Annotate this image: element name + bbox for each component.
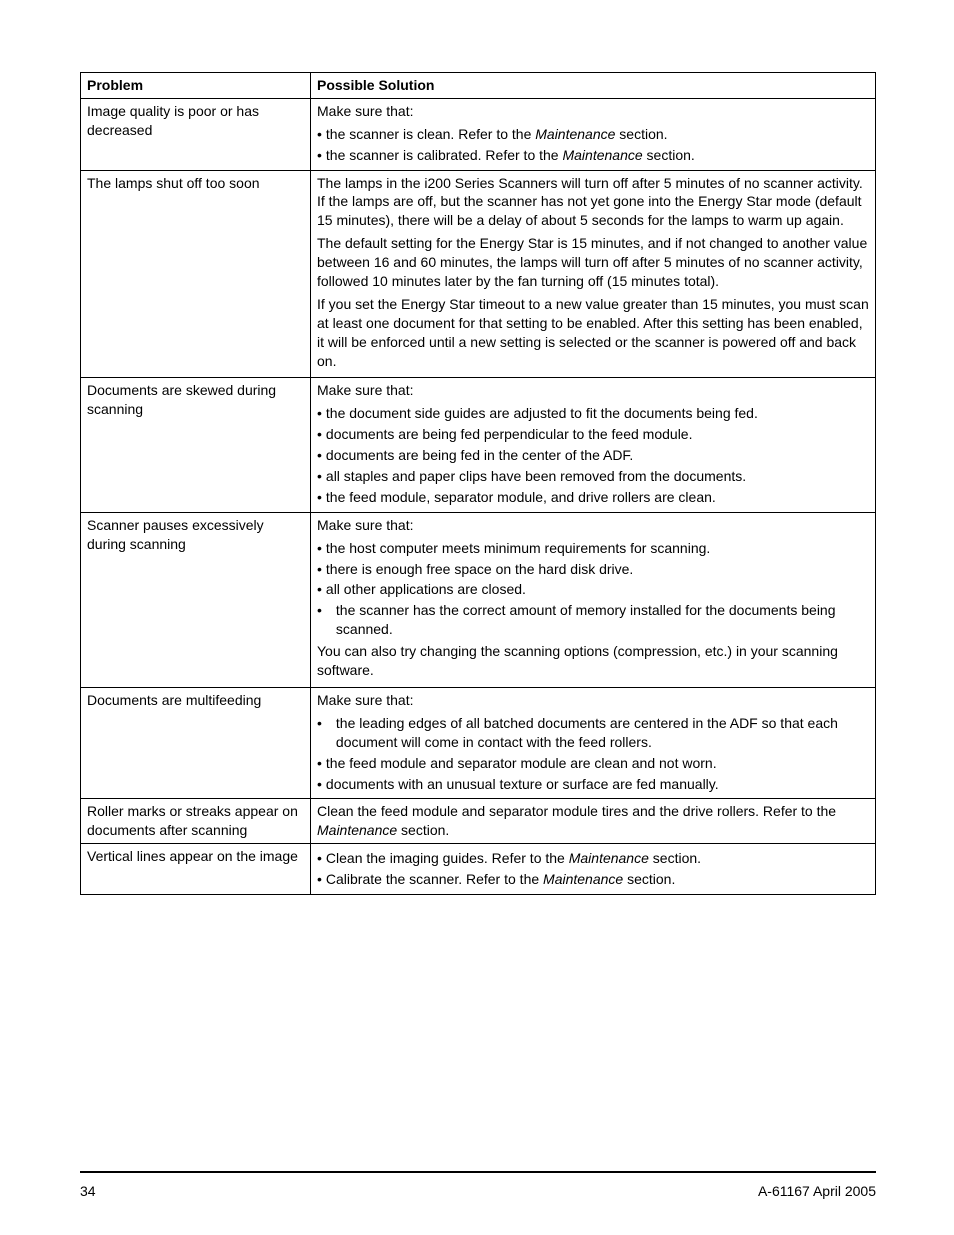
bullet-text: documents with an unusual texture or sur… <box>326 775 869 794</box>
table-row: Vertical lines appear on the image •Clean… <box>81 844 876 895</box>
solution-cell: Clean the feed module and separator modu… <box>311 799 876 844</box>
bullet-item: •documents with an unusual texture or su… <box>317 775 869 794</box>
troubleshooting-table: Problem Possible Solution Image quality … <box>80 72 876 895</box>
bullet-dot-icon: • <box>317 870 322 889</box>
table-row: Image quality is poor or has decreasedMa… <box>81 98 876 170</box>
bullet-text: the document side guides are adjusted to… <box>326 404 869 423</box>
problem-cell: The lamps shut off too soon <box>81 170 311 378</box>
problem-cell: Scanner pauses excessively during scanni… <box>81 512 311 687</box>
table-row: Documents are skewed during scanning Make… <box>81 378 876 512</box>
bullet-dot-icon: • <box>317 146 322 165</box>
bullet-dot-icon: • <box>317 404 322 423</box>
solution-cell: The lamps in the i200 Series Scanners wi… <box>311 170 876 378</box>
bullet-dot-icon: • <box>317 425 322 444</box>
emphasis: Maintenance <box>543 871 623 887</box>
bullet-dot-icon: • <box>317 539 322 558</box>
table-body: Image quality is poor or has decreasedMa… <box>81 98 876 894</box>
bullet-text: all staples and paper clips have been re… <box>326 467 869 486</box>
bullet-text: the scanner is clean. Refer to the Maint… <box>326 125 869 144</box>
bullet-text: Clean the imaging guides. Refer to the M… <box>326 849 869 868</box>
lead-text: Make sure that: <box>317 102 869 121</box>
paragraph: The lamps in the i200 Series Scanners wi… <box>317 174 869 231</box>
document-page: Problem Possible Solution Image quality … <box>0 0 954 1235</box>
bullet-dot-icon: • <box>317 714 322 733</box>
trailing-text: You can also try changing the scanning o… <box>317 642 869 680</box>
bullet-text: there is enough free space on the hard d… <box>326 560 869 579</box>
solution-cell: Make sure that:•the host computer meets … <box>311 512 876 687</box>
plain-text: Clean the feed module and separator modu… <box>317 803 836 838</box>
bullet-text: the host computer meets minimum requirem… <box>326 539 869 558</box>
bullet-item: •documents are being fed in the center o… <box>317 446 869 465</box>
lead-text: Make sure that: <box>317 381 869 400</box>
bullet-item: •the scanner has the correct amount of m… <box>317 601 869 639</box>
bullet-dot-icon: • <box>317 601 322 620</box>
emphasis: Maintenance <box>569 850 649 866</box>
bullet-dot-icon: • <box>317 849 322 868</box>
problem-cell: Image quality is poor or has decreased <box>81 98 311 170</box>
solution-cell: Make sure that:•the document side guides… <box>311 378 876 512</box>
problem-cell: Documents are multifeeding <box>81 687 311 798</box>
header-solution: Possible Solution <box>311 73 876 99</box>
table-row: Scanner pauses excessively during scanni… <box>81 512 876 687</box>
bullet-text: the scanner has the correct amount of me… <box>326 601 869 639</box>
bullet-text: documents are being fed perpendicular to… <box>326 425 869 444</box>
bullet-text: the feed module and separator module are… <box>326 754 869 773</box>
lead-text: Make sure that: <box>317 691 869 710</box>
solution-cell: •Clean the imaging guides. Refer to the … <box>311 844 876 895</box>
bullet-dot-icon: • <box>317 754 322 773</box>
bullet-item: •the feed module, separator module, and … <box>317 488 869 507</box>
paragraph: If you set the Energy Star timeout to a … <box>317 295 869 371</box>
bullet-item: •the scanner is clean. Refer to the Main… <box>317 125 869 144</box>
bullet-text: the scanner is calibrated. Refer to the … <box>326 146 869 165</box>
bullet-item: •the scanner is calibrated. Refer to the… <box>317 146 869 165</box>
bullet-dot-icon: • <box>317 446 322 465</box>
header-problem: Problem <box>81 73 311 99</box>
table-row: Roller marks or streaks appear on docume… <box>81 799 876 844</box>
bullet-text: the feed module, separator module, and d… <box>326 488 869 507</box>
problem-cell: Roller marks or streaks appear on docume… <box>81 799 311 844</box>
bullet-item: •the document side guides are adjusted t… <box>317 404 869 423</box>
bullet-item: •all staples and paper clips have been r… <box>317 467 869 486</box>
bullet-item: •Clean the imaging guides. Refer to the … <box>317 849 869 868</box>
bullet-item: •Calibrate the scanner. Refer to the Mai… <box>317 870 869 889</box>
emphasis: Maintenance <box>562 147 642 163</box>
lead-text: Make sure that: <box>317 516 869 535</box>
bullet-dot-icon: • <box>317 467 322 486</box>
bullet-item: •all other applications are closed. <box>317 580 869 599</box>
emphasis: Maintenance <box>535 126 615 142</box>
solution-cell: Make sure that:•the leading edges of all… <box>311 687 876 798</box>
doc-id: A-61167 April 2005 <box>758 1183 876 1199</box>
problem-cell: Documents are skewed during scanning <box>81 378 311 512</box>
solution-cell: Make sure that: •the scanner is clean. Re… <box>311 98 876 170</box>
emphasis: Maintenance <box>317 822 397 838</box>
bullet-text: all other applications are closed. <box>326 580 869 599</box>
bullet-dot-icon: • <box>317 125 322 144</box>
bullet-text: documents are being fed in the center of… <box>326 446 869 465</box>
bullet-item: •documents are being fed perpendicular t… <box>317 425 869 444</box>
table-header-row: Problem Possible Solution <box>81 73 876 99</box>
bullet-item: •the feed module and separator module ar… <box>317 754 869 773</box>
bullet-dot-icon: • <box>317 560 322 579</box>
bullet-item: •the host computer meets minimum require… <box>317 539 869 558</box>
page-number: 34 <box>80 1183 96 1199</box>
bullet-item: •the leading edges of all batched docume… <box>317 714 869 752</box>
paragraph: The default setting for the Energy Star … <box>317 234 869 291</box>
table-row: The lamps shut off too soonThe lamps in … <box>81 170 876 378</box>
bullet-item: •there is enough free space on the hard … <box>317 560 869 579</box>
bullet-dot-icon: • <box>317 580 322 599</box>
bullet-dot-icon: • <box>317 775 322 794</box>
bullet-text: the leading edges of all batched documen… <box>326 714 869 752</box>
problem-cell: Vertical lines appear on the image <box>81 844 311 895</box>
bullet-text: Calibrate the scanner. Refer to the Main… <box>326 870 869 889</box>
page-footer: 34 A-61167 April 2005 <box>80 1171 876 1199</box>
bullet-dot-icon: • <box>317 488 322 507</box>
table-row: Documents are multifeeding Make sure that… <box>81 687 876 798</box>
